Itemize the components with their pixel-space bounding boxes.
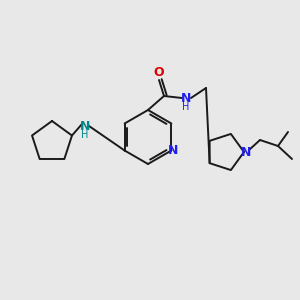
Text: N: N — [80, 119, 90, 133]
Text: N: N — [181, 92, 191, 104]
Text: O: O — [154, 67, 164, 80]
Text: N: N — [168, 144, 178, 157]
Text: H: H — [81, 130, 89, 140]
Text: N: N — [241, 146, 251, 158]
Text: H: H — [182, 102, 190, 112]
